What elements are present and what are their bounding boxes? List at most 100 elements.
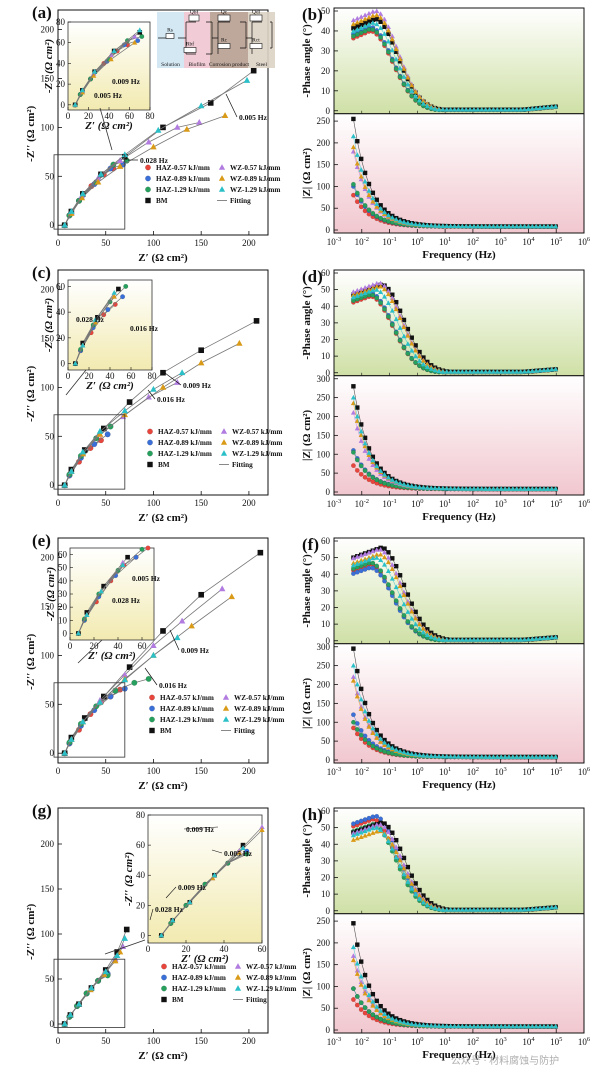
modz-point [374,213,380,219]
modz-y-tick-label: 150 [317,430,331,440]
modz-point [541,1023,547,1029]
phase-axis-label: -Phase angle (°) [301,824,313,898]
phase-point [393,304,399,309]
inset-data-point [92,68,98,74]
circuit-zone [157,12,184,68]
legend-marker [149,727,155,734]
phase-point [486,107,493,112]
modz-point [479,223,485,229]
modz-point [413,221,419,227]
inset-frame [67,279,153,371]
phase-point [354,287,360,293]
tick-exponent: -2 [364,766,369,773]
phase-point [370,825,376,831]
phase-point [401,871,407,877]
tick-base: 10 [411,767,421,777]
phase-point [479,107,485,112]
tick-exponent: 5 [559,498,562,505]
phase-point [463,369,469,374]
phase-point [494,107,500,112]
modz-point [514,1023,520,1029]
panel-label: (e) [32,531,51,550]
phase-point [385,559,391,565]
zoom-region [53,682,126,758]
modz-point [533,1023,539,1029]
phase-point [385,568,391,573]
y-tick-label: 200 [41,839,55,849]
zoom-link [77,639,103,664]
data-point [243,76,251,83]
phase-point [451,637,458,642]
phase-y-tick-label: 10 [321,86,331,96]
phase-point [537,105,543,111]
phase-point [389,308,395,313]
frequency-annotation: 0.005 Hz [239,113,268,122]
inset-x-axis-label: Z′ (Ω cm²) [180,953,229,965]
modz-point [370,457,376,463]
tick-exponent: 3 [504,236,507,243]
phase-point [498,907,504,912]
inset-annotation: 0.028 Hz [76,315,105,324]
modz-point [432,485,438,491]
modz-point [553,486,559,491]
panel-label: (f) [302,535,319,554]
modz-y-tick-label: 50 [321,1003,331,1013]
phase-point [405,88,411,94]
tick-base: 10 [327,237,337,247]
inset-data-point [84,612,90,617]
x-tick-label: 0 [56,498,61,508]
modz-point [459,1023,465,1029]
phase-point [451,907,458,912]
phase-point [421,355,426,360]
modz-point [374,1007,380,1012]
data-point [61,481,68,488]
modz-point [370,475,376,480]
modz-point [393,479,399,484]
modz-point [378,206,384,211]
phase-point [397,606,403,611]
modz-point [385,212,391,218]
phase-point [413,343,418,348]
data-point [79,718,87,725]
legend-label: WZ-1.29 kJ/mm [232,450,282,458]
phase-point [490,637,496,642]
x-tick-label: 50 [101,498,111,508]
inset-data-point [116,286,121,292]
modz-point [362,170,368,176]
inset-data-point [98,588,104,594]
phase-point [374,813,380,819]
modz-point [529,486,535,491]
phase-point [374,8,380,14]
modz-point [440,1023,446,1029]
modz-point [428,753,434,758]
tick-base: 10 [327,1037,337,1047]
inset-data-point [139,546,145,552]
inset-x-tick-label: 80 [148,371,158,381]
modz-point [362,737,368,743]
x-tick-label: 200 [242,1036,256,1046]
modz-y-tick-label: 0 [326,1025,331,1035]
modz-point [354,425,360,431]
modz-point [393,1017,399,1023]
legend-label: Fitting [232,461,253,469]
modz-point [389,482,395,488]
inset-y-tick-label: 20 [56,333,66,343]
phase-point [417,616,422,622]
data-point [67,1011,74,1018]
phase-point [358,25,364,30]
phase-point [409,93,415,99]
data-point [114,949,120,955]
x-tick-label: 102 [467,766,479,777]
modz-point [463,486,469,491]
phase-point [541,635,547,641]
x-tick-label: 10-1 [382,1036,396,1047]
data-point [155,126,162,133]
modz-point [553,223,559,229]
modz-point [479,486,485,491]
modz-point [420,1022,426,1028]
modz-point [401,1019,407,1025]
phase-point [358,286,364,292]
phase-point [521,106,528,112]
legend-label: Fitting [246,996,267,1004]
